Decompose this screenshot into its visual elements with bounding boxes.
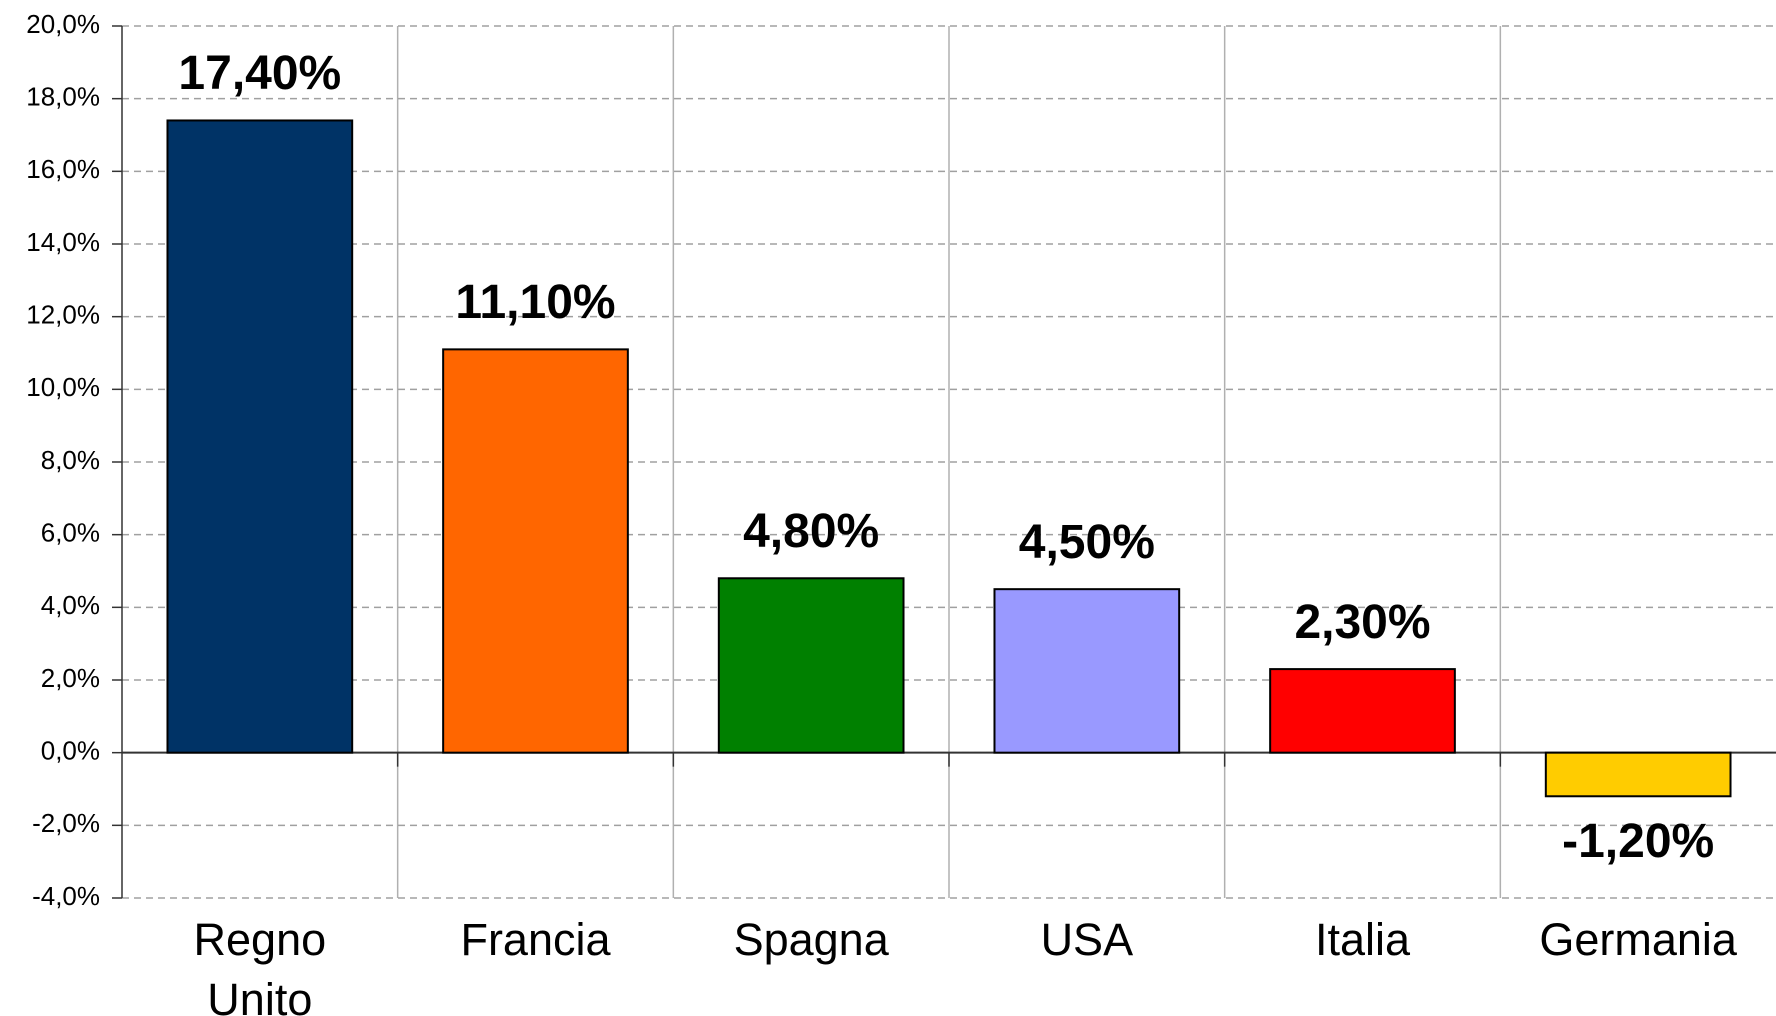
y-tick-label: 16,0% bbox=[26, 154, 100, 184]
bar bbox=[166, 119, 354, 754]
x-tick-label: Italia bbox=[1314, 914, 1411, 965]
y-tick-label: 20,0% bbox=[26, 9, 100, 39]
y-tick-label: -2,0% bbox=[32, 808, 100, 838]
x-tick-label: Germania bbox=[1539, 914, 1737, 965]
data-label: 17,40% bbox=[178, 47, 341, 100]
x-tick-label: USA bbox=[1040, 914, 1134, 965]
bar bbox=[442, 348, 629, 754]
bar bbox=[717, 577, 905, 754]
bar bbox=[1544, 751, 1732, 798]
data-label: -1,20% bbox=[1562, 815, 1714, 868]
y-tick-label: 14,0% bbox=[26, 227, 100, 257]
y-tick-label: 10,0% bbox=[26, 372, 100, 402]
y-tick-label: 12,0% bbox=[26, 300, 100, 330]
y-tick-label: 2,0% bbox=[41, 663, 100, 693]
bar bbox=[1269, 668, 1456, 754]
data-label: 4,80% bbox=[743, 505, 879, 558]
x-tick-label: Spagna bbox=[733, 914, 889, 965]
x-tick-label: Francia bbox=[460, 914, 611, 965]
y-tick-label: -4,0% bbox=[32, 881, 100, 911]
y-tick-label: 4,0% bbox=[41, 590, 100, 620]
data-label: 11,10% bbox=[455, 276, 615, 329]
bar bbox=[993, 588, 1181, 754]
y-tick-label: 8,0% bbox=[41, 445, 100, 475]
y-tick-label: 18,0% bbox=[26, 82, 100, 112]
y-tick-label: 6,0% bbox=[41, 518, 100, 548]
data-label: 2,30% bbox=[1294, 596, 1430, 649]
x-tick-label: Regno Unito bbox=[193, 914, 327, 1016]
y-tick-label: 0,0% bbox=[41, 736, 100, 766]
data-label: 4,50% bbox=[1019, 516, 1155, 569]
